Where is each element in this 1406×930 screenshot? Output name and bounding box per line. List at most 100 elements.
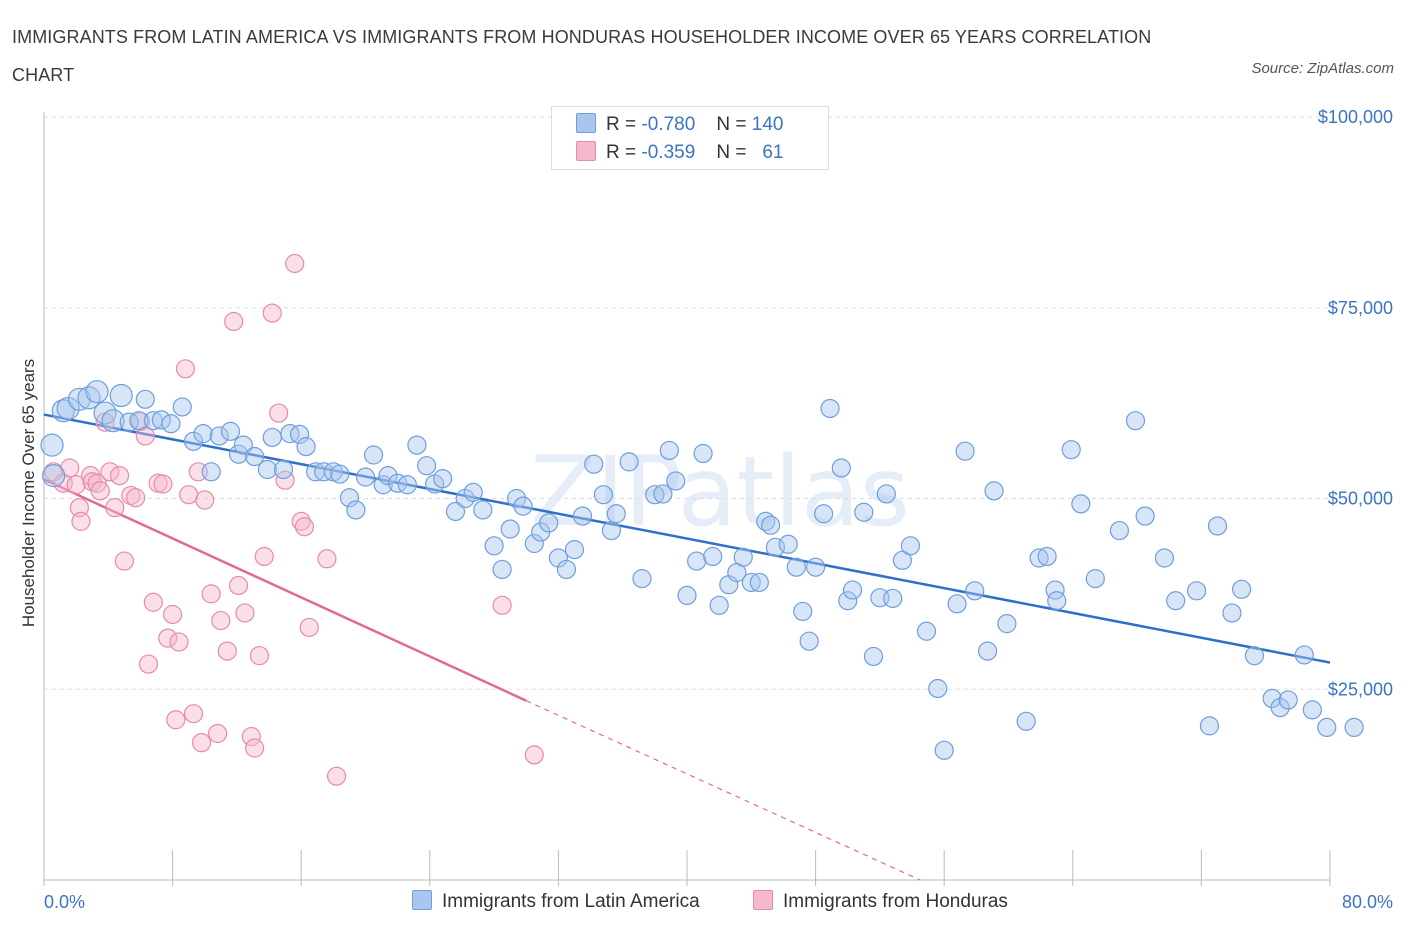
data-point-latin-america	[703, 546, 723, 567]
data-point-latin-america	[883, 588, 903, 609]
data-point-honduras	[175, 359, 196, 379]
data-point-latin-america	[289, 424, 310, 445]
data-point-latin-america	[492, 559, 512, 580]
legend-r-label: R =	[606, 142, 637, 163]
data-point-latin-america	[572, 506, 593, 526]
source-credit: Source: ZipAtlas.com	[1251, 60, 1394, 77]
data-point-honduras	[138, 654, 159, 674]
data-point-latin-america	[1186, 581, 1207, 601]
data-point-latin-america	[1294, 645, 1314, 665]
data-point-latin-america	[799, 631, 819, 651]
data-point-latin-america	[67, 387, 91, 411]
data-point-latin-america	[760, 515, 781, 535]
data-point-latin-america	[863, 646, 884, 667]
bottom-legend-label: Immigrants from Latin America	[442, 891, 700, 912]
data-point-latin-america	[876, 484, 896, 504]
data-point-latin-america	[119, 412, 139, 432]
data-point-latin-america	[778, 534, 798, 554]
data-point-latin-america	[85, 380, 109, 404]
data-point-honduras	[179, 485, 199, 505]
data-point-latin-america	[1317, 717, 1337, 738]
data-point-honduras	[114, 551, 134, 571]
data-point-latin-america	[77, 386, 101, 410]
data-point-latin-america	[378, 466, 398, 486]
legend-n-label: N =	[716, 114, 747, 135]
data-point-latin-america	[805, 557, 826, 577]
data-point-honduras	[524, 745, 544, 765]
data-point-honduras	[217, 641, 237, 661]
x-tick-label-min: 0.0%	[44, 892, 85, 912]
data-point-honduras	[254, 546, 274, 567]
points-honduras	[44, 253, 544, 786]
data-point-honduras	[228, 575, 249, 596]
data-point-latin-america	[947, 594, 967, 614]
data-point-latin-america	[209, 426, 229, 446]
x-tick-labels: 0.0% 80.0%	[44, 892, 1393, 912]
legend-n-label: N =	[716, 142, 747, 163]
data-point-latin-america	[693, 443, 713, 464]
data-point-honduras	[163, 604, 183, 625]
data-point-latin-america	[955, 441, 975, 461]
data-point-latin-america	[280, 424, 300, 444]
legend-swatch-blue	[576, 113, 596, 133]
data-point-latin-america	[463, 482, 483, 502]
data-point-latin-america	[1135, 506, 1155, 526]
data-point-honduras	[69, 498, 89, 518]
data-point-latin-america	[40, 433, 64, 457]
data-point-latin-america	[709, 595, 729, 615]
data-point-latin-america	[548, 548, 569, 568]
data-point-latin-america	[556, 559, 577, 580]
data-point-honduras	[249, 646, 270, 666]
data-point-latin-america	[965, 581, 985, 601]
data-point-latin-america	[645, 485, 665, 505]
legend-row-latin-america: R = -0.780 N = 140	[576, 113, 783, 135]
y-tick-label: $75,000	[1328, 298, 1393, 318]
data-point-latin-america	[619, 452, 639, 472]
bottom-legend-label: Immigrants from Honduras	[783, 891, 1008, 912]
data-point-latin-america	[1037, 546, 1057, 567]
data-point-honduras	[195, 490, 215, 510]
data-point-latin-america	[363, 445, 384, 465]
data-point-honduras	[224, 311, 244, 332]
data-point-latin-america	[524, 533, 544, 554]
data-point-latin-america	[1199, 716, 1220, 736]
data-point-latin-america	[593, 485, 614, 505]
data-point-latin-america	[1278, 690, 1298, 710]
data-point-latin-america	[346, 500, 366, 520]
data-point-latin-america	[842, 580, 863, 600]
data-point-honduras	[291, 511, 311, 531]
data-point-latin-america	[1244, 646, 1265, 666]
data-point-latin-america	[892, 550, 913, 570]
data-point-latin-america	[42, 464, 66, 488]
data-point-latin-america	[233, 435, 253, 455]
legend-n-value: 61	[762, 142, 784, 163]
legend-box: R = -0.780 N = 140 R = -0.359 N = 61	[551, 106, 829, 170]
data-point-latin-america	[257, 459, 278, 480]
y-tick-label: $25,000	[1328, 679, 1393, 699]
data-point-latin-america	[1302, 700, 1322, 720]
y-axis-title: Householder Income Over 65 years	[19, 359, 38, 627]
data-point-latin-america	[1109, 520, 1130, 541]
data-point-latin-america	[539, 513, 559, 533]
data-point-latin-america	[416, 456, 437, 476]
data-point-latin-america	[1270, 697, 1290, 718]
trend-line-honduras	[43, 478, 921, 881]
data-point-latin-america	[330, 464, 350, 484]
data-point-latin-america	[601, 520, 622, 541]
data-point-latin-america	[101, 409, 125, 433]
watermark: ZIPatlas	[530, 436, 910, 548]
data-point-latin-america	[1207, 516, 1228, 536]
data-point-latin-america	[677, 585, 697, 606]
data-point-latin-america	[838, 591, 858, 611]
data-point-honduras	[183, 704, 204, 724]
data-point-latin-america	[373, 475, 393, 495]
data-point-latin-america	[445, 501, 466, 522]
trend-line-extension	[526, 700, 921, 881]
data-point-latin-america	[786, 557, 806, 577]
data-point-honduras	[153, 474, 173, 494]
data-point-latin-america	[473, 500, 493, 520]
data-point-honduras	[492, 595, 512, 615]
data-point-latin-america	[355, 467, 376, 487]
data-point-honduras	[100, 462, 120, 482]
